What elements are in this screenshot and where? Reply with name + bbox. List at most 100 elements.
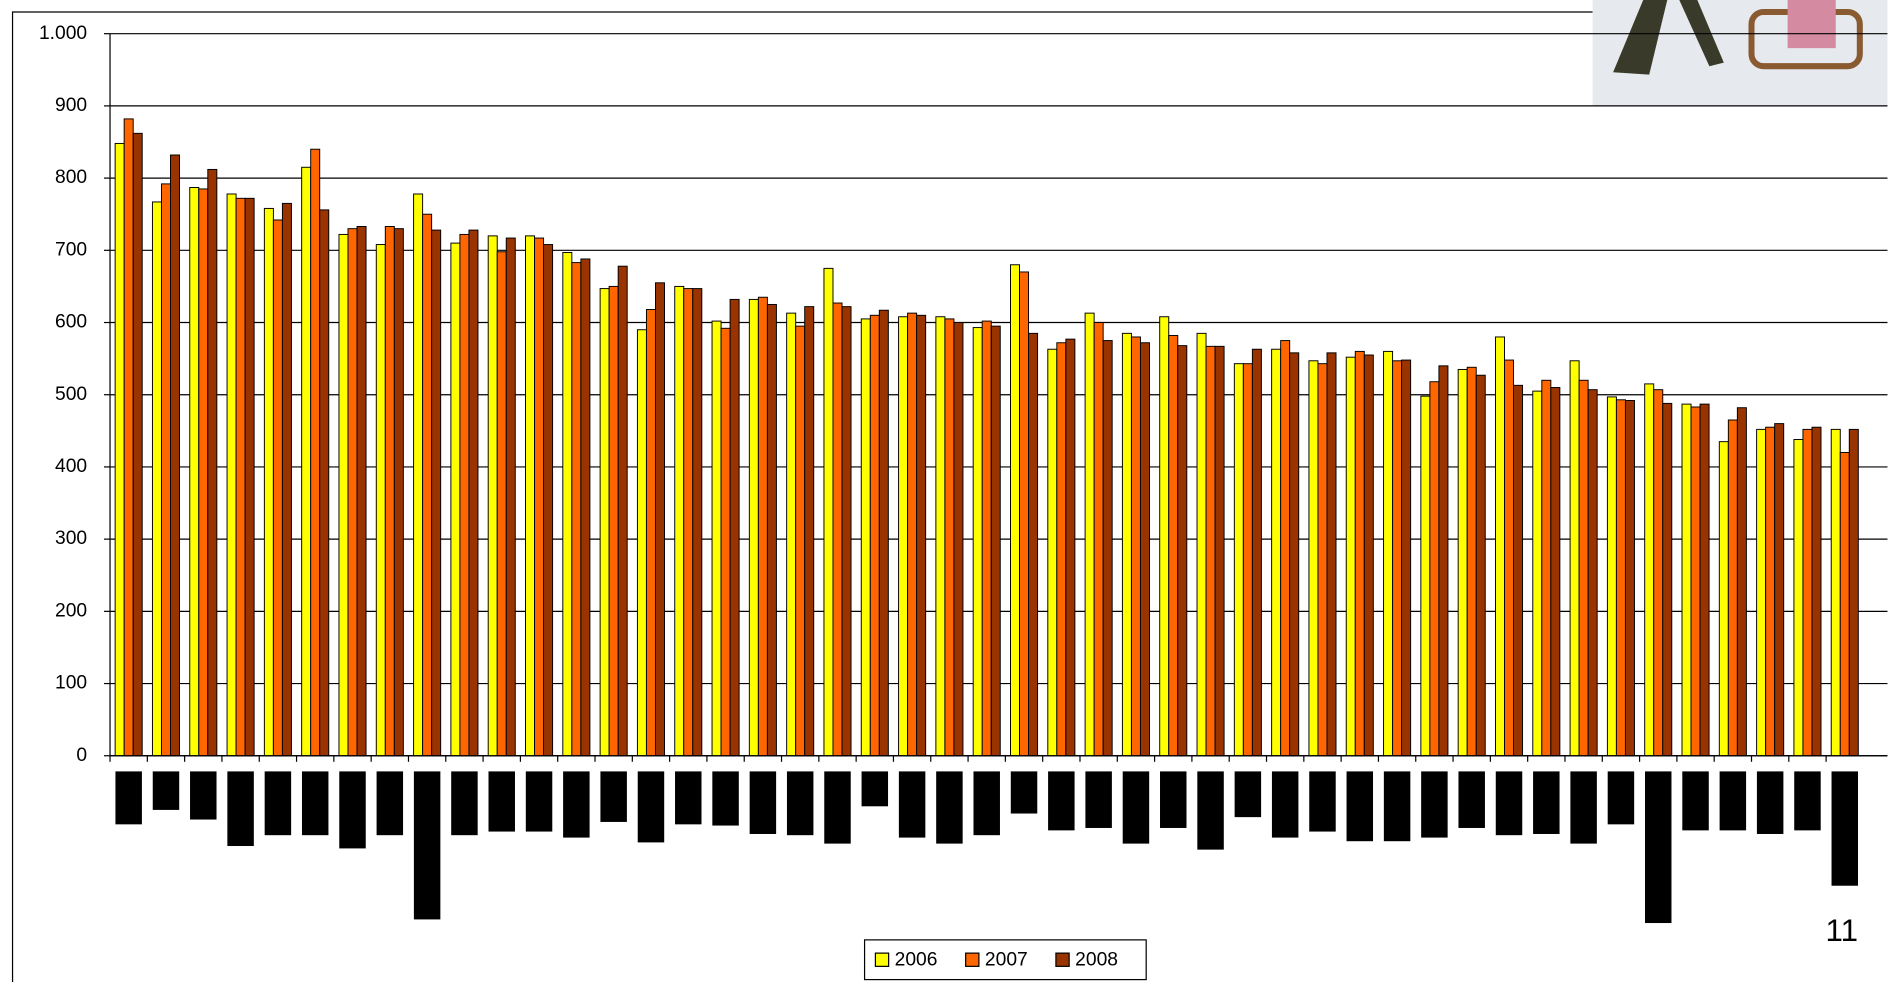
bar	[226, 193, 237, 757]
label-redaction	[1197, 771, 1224, 850]
bar	[198, 188, 209, 757]
bar	[310, 148, 321, 757]
bar	[1727, 419, 1738, 757]
bar	[1084, 312, 1095, 757]
bar	[1541, 379, 1552, 757]
bar	[1392, 360, 1403, 757]
bar	[393, 228, 404, 757]
bar	[468, 229, 479, 757]
chart-frame	[11, 11, 1593, 982]
bar	[1504, 359, 1515, 757]
bar	[1280, 340, 1291, 757]
legend-label: 2006	[895, 949, 938, 970]
bar	[1354, 350, 1365, 757]
bar	[1308, 360, 1319, 757]
legend-swatch	[965, 952, 980, 967]
label-redaction	[152, 771, 180, 810]
bar	[244, 197, 255, 757]
label-redaction	[1421, 771, 1448, 838]
bar	[562, 251, 573, 757]
legend: 2006 2007 2008	[863, 939, 1147, 981]
bar	[953, 322, 964, 757]
bar	[720, 327, 731, 757]
bar	[1242, 363, 1253, 757]
bar	[729, 298, 740, 757]
bar	[356, 226, 367, 757]
bar	[1214, 345, 1225, 757]
bar	[1793, 439, 1804, 757]
bar	[654, 282, 665, 757]
y-tick-label: 700	[55, 239, 87, 260]
bar	[860, 318, 871, 757]
bar	[766, 303, 777, 757]
bar	[189, 187, 200, 757]
label-redaction	[973, 771, 1000, 836]
label-redaction	[786, 771, 814, 836]
y-tick-label: 800	[55, 167, 87, 188]
label-redaction	[413, 771, 441, 920]
bar	[1130, 336, 1141, 757]
y-tick-label: 200	[55, 600, 87, 621]
label-redaction	[339, 771, 366, 849]
bar	[1438, 365, 1449, 757]
bar	[505, 237, 516, 757]
bar	[711, 320, 722, 757]
bar	[944, 318, 955, 757]
bar	[571, 262, 582, 757]
bar	[972, 327, 983, 757]
bar	[1569, 360, 1580, 757]
label-redaction	[1607, 771, 1635, 825]
bar	[431, 229, 442, 757]
bar	[935, 316, 946, 757]
bar	[608, 285, 619, 757]
bar	[1019, 271, 1030, 757]
label-redaction	[675, 771, 702, 825]
bar	[160, 183, 171, 757]
bar	[1848, 428, 1859, 757]
label-redaction	[1346, 771, 1374, 842]
bar	[907, 312, 918, 757]
bar	[1830, 428, 1841, 757]
bar	[496, 251, 507, 757]
bar	[916, 314, 927, 757]
bar	[384, 226, 395, 757]
label-redaction	[301, 771, 329, 836]
bar	[1578, 379, 1589, 757]
bar	[459, 233, 470, 757]
bar	[1457, 368, 1468, 757]
bar	[1383, 350, 1394, 757]
legend-swatch	[1055, 952, 1070, 967]
label-redaction	[637, 771, 665, 843]
label-redaction	[1831, 771, 1859, 886]
bar	[1251, 348, 1262, 757]
y-tick-label: 0	[76, 745, 87, 766]
label-redaction	[749, 771, 777, 834]
label-redaction	[1756, 771, 1784, 834]
bar	[990, 325, 1001, 757]
photo	[1592, 0, 1888, 106]
y-tick-label: 100	[55, 673, 87, 694]
bar	[841, 306, 852, 757]
bar	[795, 325, 806, 757]
bar	[1271, 348, 1282, 757]
bar	[981, 320, 992, 757]
bar	[1317, 363, 1328, 757]
label-redaction	[563, 771, 590, 838]
bar	[645, 309, 656, 757]
bar	[1690, 406, 1701, 757]
y-tick-label: 400	[55, 456, 87, 477]
bar	[123, 118, 134, 757]
bar	[1494, 336, 1505, 757]
bar	[599, 288, 610, 757]
bar	[804, 306, 815, 757]
bar	[338, 233, 349, 757]
label-redaction	[1495, 771, 1523, 836]
bar	[1010, 264, 1020, 757]
bar	[534, 237, 545, 757]
bar	[1718, 441, 1729, 757]
legend-label: 2007	[985, 949, 1028, 970]
bar	[207, 168, 218, 757]
label-redaction	[264, 771, 292, 836]
bar	[1056, 342, 1067, 757]
